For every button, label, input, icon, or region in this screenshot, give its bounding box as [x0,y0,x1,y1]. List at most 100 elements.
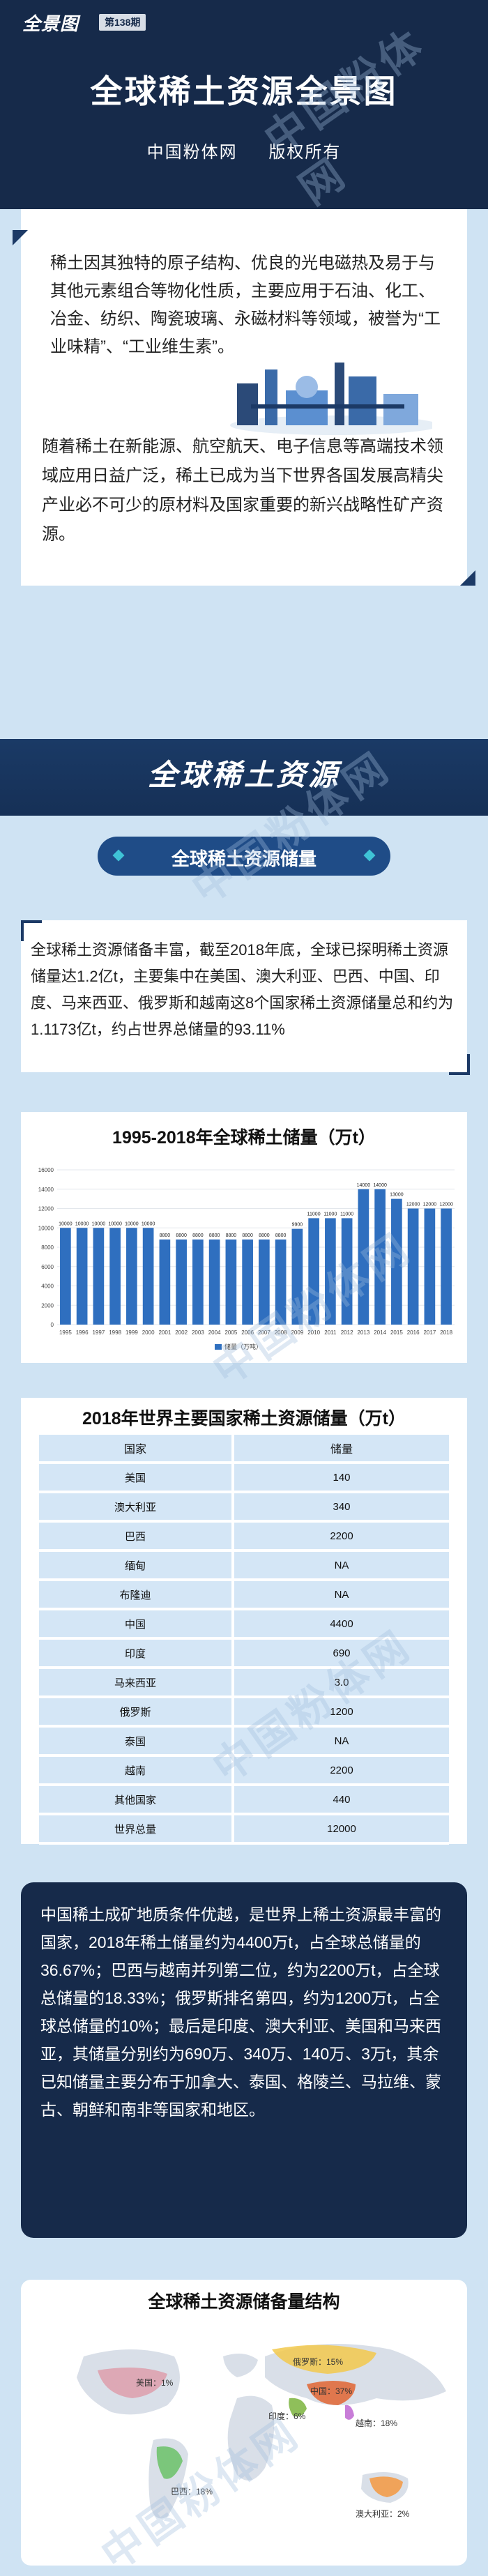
x-tick-label: 2009 [291,1329,303,1336]
bar-value-label: 10000 [125,1221,139,1226]
bar-value-label: 8800 [259,1233,270,1238]
corner-decoration [13,230,28,245]
bar-value-label: 10000 [75,1221,89,1226]
x-tick-label: 2002 [175,1329,188,1336]
bar-value-label: 14000 [373,1183,387,1188]
bar-value-label: 8800 [160,1233,171,1238]
x-tick-label: 2005 [224,1329,237,1336]
x-tick-label: 2001 [158,1329,171,1336]
x-tick-label: 2017 [423,1329,436,1336]
bar [76,1228,88,1325]
table-row: 俄罗斯 1200 [39,1697,449,1728]
chart-title: 1995-2018年全球稀土储量（万t） [112,1128,376,1148]
table-cell-reserve: NA [234,1550,449,1581]
y-tick-label: 8000 [41,1244,54,1251]
table-header-row: 国家 储量 [39,1435,449,1464]
bar [225,1239,237,1325]
bar [176,1239,187,1325]
table-cell-country: 澳大利亚 [39,1492,231,1523]
table-row: 巴西 2200 [39,1521,449,1552]
bar-value-label: 10000 [59,1221,73,1226]
y-tick-label: 6000 [41,1264,54,1270]
publisher-name: 中国粉体网 [146,143,238,162]
bar [325,1218,336,1325]
bar [275,1239,287,1325]
table-cell-country: 俄罗斯 [39,1697,231,1728]
bar-value-label: 8800 [226,1233,237,1238]
section-title: 全球稀土资源 [147,759,340,791]
table-row: 布隆迪 NA [39,1580,449,1610]
x-tick-label: 2016 [407,1329,420,1336]
x-tick-label: 1997 [92,1329,105,1336]
table-cell-reserve: 3.0 [234,1668,449,1698]
bar [259,1239,270,1325]
bar [93,1228,105,1325]
table-row: 印度 690 [39,1638,449,1669]
reserve-bar-chart: 0 2000 4000 6000 8000 10000 12000 14000 16000 100… [38,1167,455,1350]
legend-label: 储量（万吨） [224,1343,262,1350]
table-row: 其他国家 440 [39,1785,449,1815]
table-cell-reserve: NA [234,1580,449,1610]
map-label: 印度：6% [268,2411,306,2421]
table-row: 泰国 NA [39,1726,449,1757]
x-tick-label: 2010 [307,1329,320,1336]
bar-value-label: 13000 [390,1193,404,1198]
issue-badge: 第138期 [99,14,146,31]
bar [126,1228,137,1325]
table-cell-reserve: NA [234,1726,449,1757]
map-label: 越南：18% [356,2418,397,2428]
reserve-text-box [21,920,467,1072]
y-tick-label: 4000 [41,1283,54,1290]
y-tick-label: 12000 [38,1206,54,1212]
subsection-title: 全球稀土资源储量 [171,848,317,869]
y-tick-label: 0 [51,1322,54,1328]
bar [358,1189,369,1325]
bar-value-label: 8800 [192,1233,204,1238]
bar [424,1208,436,1325]
table-row: 缅甸 NA [39,1550,449,1581]
header-banner [0,0,488,209]
table-row: 澳大利亚 340 [39,1492,449,1523]
table-cell-country: 马来西亚 [39,1668,231,1698]
y-tick-label: 14000 [38,1187,54,1193]
table-cell-reserve: 4400 [234,1609,449,1640]
bar [407,1208,419,1325]
reserve-paragraph: 全球稀土资源储备丰富，截至2018年底，全球已探明稀土资源储量达1.2亿t，主要… [31,941,454,1038]
map-label: 美国：1% [136,2378,174,2388]
bar-value-label: 12000 [423,1203,437,1207]
table-cell-reserve: 690 [234,1638,449,1669]
table-cell-reserve: 440 [234,1785,449,1815]
map-label: 澳大利亚：2% [356,2509,410,2519]
bar-value-label: 11000 [340,1212,353,1217]
intro-paragraph-2: 随着稀土在新能源、航空航天、电子信息等高端技术领域应用日益广泛，稀土已成为当下世… [42,437,443,544]
x-tick-label: 2006 [241,1329,254,1336]
table-cell-country: 布隆迪 [39,1580,231,1610]
world-map: 俄罗斯：15% 中国：37% 印度：6% 越南：18% 美国：1% 巴西：18% 澳大利亚：… [77,2344,446,2519]
x-tick-label: 2013 [357,1329,369,1336]
table-cell-reserve: 2200 [234,1521,449,1552]
bar-value-label: 10000 [108,1221,122,1226]
map-title: 全球稀土资源储备量结构 [148,2292,340,2312]
bar [109,1228,121,1325]
table-row: 越南 2200 [39,1755,449,1786]
table-cell-country: 世界总量 [39,1814,231,1845]
bar [374,1189,386,1325]
table-cell-country: 印度 [39,1638,231,1669]
bar [60,1228,71,1325]
x-tick-label: 2014 [374,1329,386,1336]
y-tick-label: 16000 [38,1167,54,1173]
bar [192,1239,204,1325]
bar-value-label: 8800 [275,1233,287,1238]
bar [242,1239,253,1325]
logo: 全景图 [22,13,79,34]
bar [291,1228,303,1325]
table-header-country: 国家 [39,1435,231,1464]
map-label: 中国：37% [310,2386,352,2396]
table-cell-country: 巴西 [39,1521,231,1552]
summary-paragraph: 中国稀土成矿地质条件优越，是世界上稀土资源最丰富的国家，2018年稀土储量约为4… [40,1905,442,2119]
table-cell-reserve: 1200 [234,1697,449,1728]
publisher-line: 中国粉体网 版权所有 [0,138,488,162]
x-tick-label: 2011 [324,1329,337,1336]
x-tick-label: 2004 [208,1329,221,1336]
